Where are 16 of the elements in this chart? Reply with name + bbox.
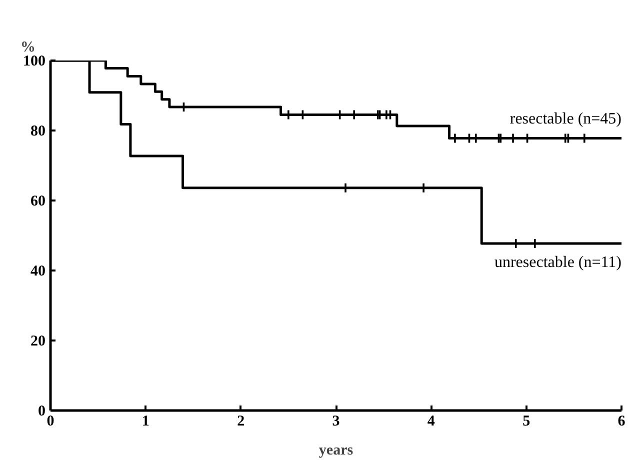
series-label: resectable (n=45): [510, 110, 622, 128]
x-tick-label: 3: [332, 414, 340, 430]
y-tick-label: 80: [30, 124, 46, 140]
y-axis-title: %: [20, 40, 36, 56]
y-tick-label: 40: [30, 264, 46, 280]
series-label: unresectable (n=11): [494, 254, 622, 272]
x-tick-label: 1: [142, 414, 150, 430]
x-tick-label: 5: [522, 414, 530, 430]
x-axis-title: years: [318, 442, 354, 458]
y-tick-label: 20: [30, 334, 46, 350]
y-tick-label: 100: [23, 54, 46, 70]
y-tick-label: 60: [30, 194, 46, 210]
x-tick-label: 6: [618, 414, 626, 430]
x-tick-label: 4: [427, 414, 436, 430]
y-tick-label: 0: [38, 404, 46, 420]
x-tick-label: 2: [237, 414, 245, 430]
